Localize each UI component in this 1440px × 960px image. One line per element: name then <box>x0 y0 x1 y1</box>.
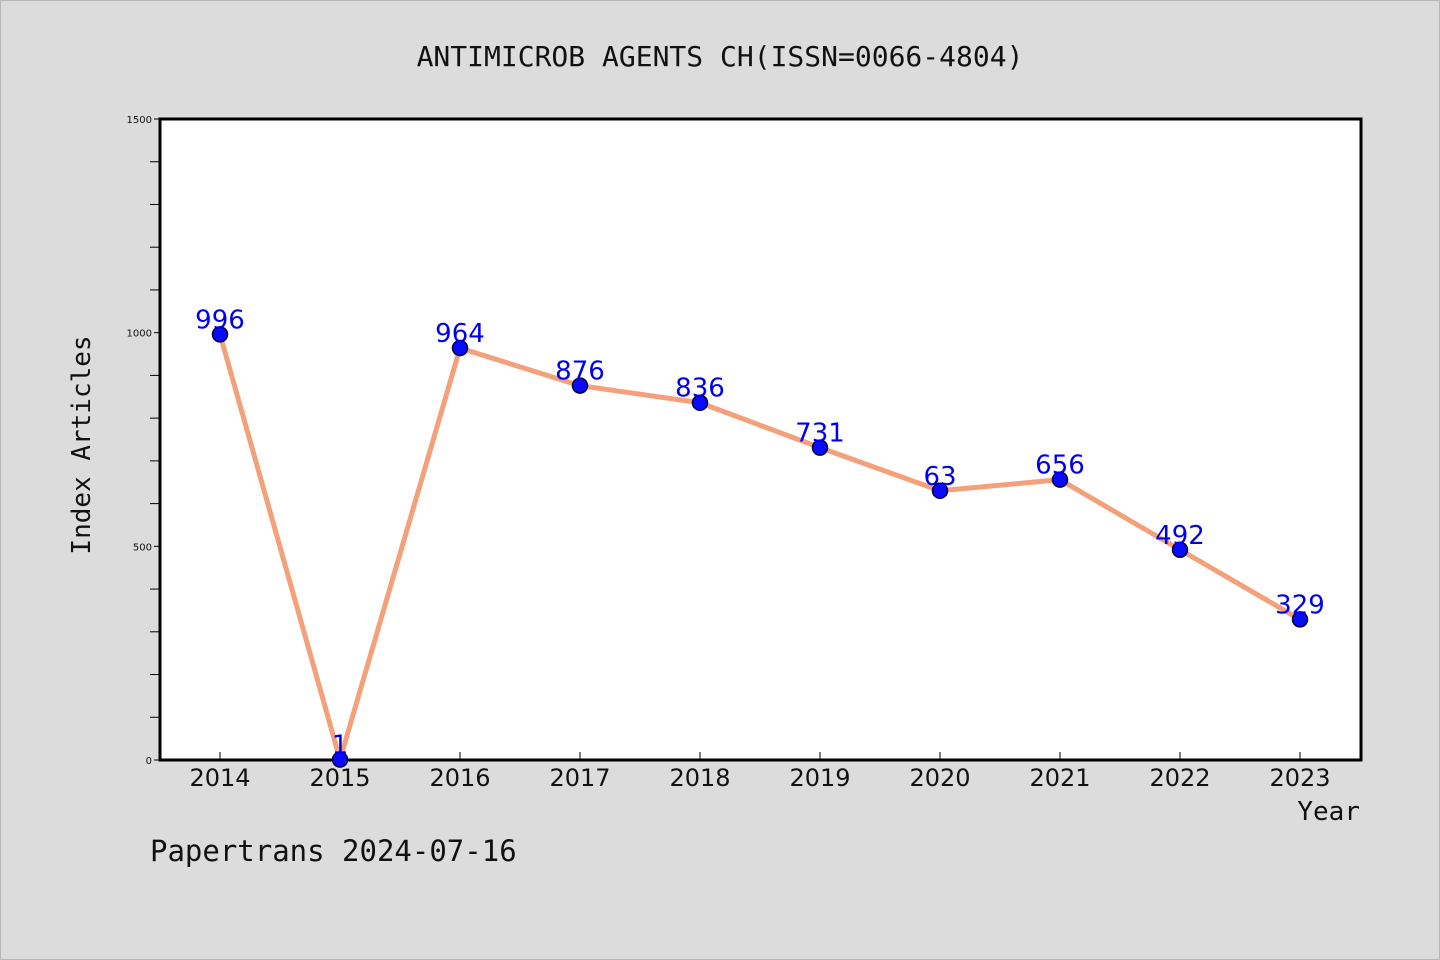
x-tick-label: 2018 <box>669 764 730 792</box>
data-label: 876 <box>555 357 605 387</box>
data-point <box>811 439 829 456</box>
x-tick-label: 2017 <box>549 764 610 792</box>
data-label: 731 <box>795 419 845 449</box>
data-label: 836 <box>675 374 725 404</box>
y-tick-label: 1000 <box>127 329 152 340</box>
x-tick-label: 2020 <box>909 764 970 792</box>
data-label: 63 <box>923 462 956 492</box>
x-tick-label: 2014 <box>189 764 250 792</box>
x-tick-label: 2022 <box>1149 764 1210 792</box>
data-label: 1 <box>332 731 349 761</box>
data-point <box>1291 611 1309 628</box>
x-tick-label: 2023 <box>1269 764 1330 792</box>
x-axis-label: Year <box>1297 797 1360 827</box>
data-label: 492 <box>1155 521 1205 551</box>
data-label: 964 <box>435 319 485 349</box>
data-point <box>211 326 229 343</box>
data-label: 996 <box>195 305 245 335</box>
y-tick-label: 1500 <box>127 115 152 126</box>
y-axis-ticks: 0 500 1000 1500 <box>127 115 160 767</box>
y-tick-label: 500 <box>133 542 152 553</box>
data-label: 329 <box>1275 590 1325 620</box>
x-axis-ticks: 2014 2015 2016 2017 2018 2019 2020 2021 2022 2023 <box>189 752 1331 792</box>
y-tick-label: 0 <box>146 756 152 767</box>
data-point <box>571 377 589 394</box>
data-point <box>691 394 709 411</box>
x-tick-label: 2015 <box>309 764 370 792</box>
footer-text: Papertrans 2024-07-16 <box>150 834 517 868</box>
series-index-articles: 996 1 964 876 836 731 63 656 492 329 <box>195 305 1325 768</box>
data-point <box>931 482 949 500</box>
data-label: 656 <box>1035 451 1085 481</box>
x-tick-label: 2019 <box>789 764 850 792</box>
plot-area <box>158 117 1363 762</box>
series-line <box>217 333 1302 763</box>
y-axis-label: Index Articles <box>67 335 97 554</box>
data-point <box>451 339 469 357</box>
x-tick-label: 2021 <box>1029 764 1090 792</box>
x-tick-label: 2016 <box>429 764 490 792</box>
data-point <box>331 751 349 768</box>
data-point <box>1171 541 1189 559</box>
data-point <box>1051 471 1069 488</box>
chart-title: ANTIMICROB AGENTS CH(ISSN=0066-4804) <box>417 40 1024 73</box>
